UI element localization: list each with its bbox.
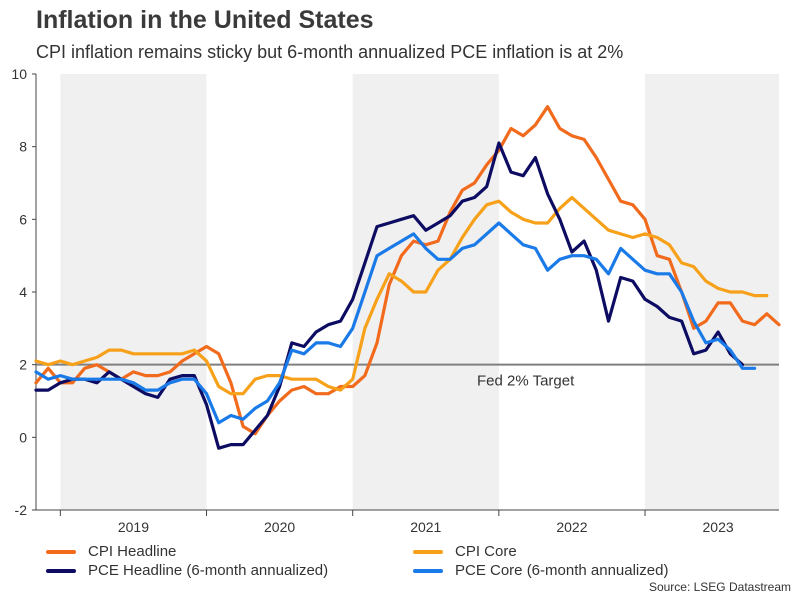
y-tick-label: 6 <box>19 211 27 227</box>
x-tick-label: 2020 <box>264 519 295 535</box>
x-tick-label: 2023 <box>703 519 734 535</box>
legend-label: CPI Core <box>455 543 517 560</box>
y-tick-label: 2 <box>19 357 27 373</box>
legend-item-cpi-headline: CPI Headline <box>46 543 176 560</box>
x-tick-label: 2022 <box>556 519 587 535</box>
x-tick-label: 2021 <box>410 519 441 535</box>
y-tick-label: 10 <box>11 66 27 82</box>
legend-item-pce-headline: PCE Headline (6-month annualized) <box>46 562 328 579</box>
fed-target-label: Fed 2% Target <box>477 373 575 390</box>
legend-swatch-cpi-headline <box>46 549 76 554</box>
y-tick-label: 4 <box>19 284 27 300</box>
y-tick-label: 8 <box>19 139 27 155</box>
legend-swatch-pce-core <box>413 568 443 573</box>
source-note: Source: LSEG Datastream <box>648 580 791 594</box>
y-tick-label: -2 <box>15 502 28 518</box>
x-tick-label: 2019 <box>118 519 149 535</box>
y-tick-label: 0 <box>19 429 27 445</box>
legend-label: PCE Core (6-month annualized) <box>455 562 669 579</box>
series-line-pce-headline-6-month-annualized <box>34 141 745 450</box>
legend-swatch-pce-headline <box>46 568 76 573</box>
legend-label: CPI Headline <box>88 543 177 560</box>
chart-title: Inflation in the United States <box>36 6 374 34</box>
year-band-2023 <box>645 74 779 510</box>
legend-item-pce-core: PCE Core (6-month annualized) <box>413 562 668 579</box>
chart-subtitle: CPI inflation remains sticky but 6-month… <box>36 42 624 62</box>
series-line-cpi-headline <box>34 105 781 436</box>
legend-label: PCE Headline (6-month annualized) <box>88 562 329 579</box>
series-line-pce-core-6-month-annualized <box>34 221 757 425</box>
legend-item-cpi-core: CPI Core <box>413 543 517 560</box>
series-line-cpi-core <box>34 195 769 396</box>
legend-swatch-cpi-core <box>413 549 443 554</box>
year-band-2019 <box>60 74 207 510</box>
